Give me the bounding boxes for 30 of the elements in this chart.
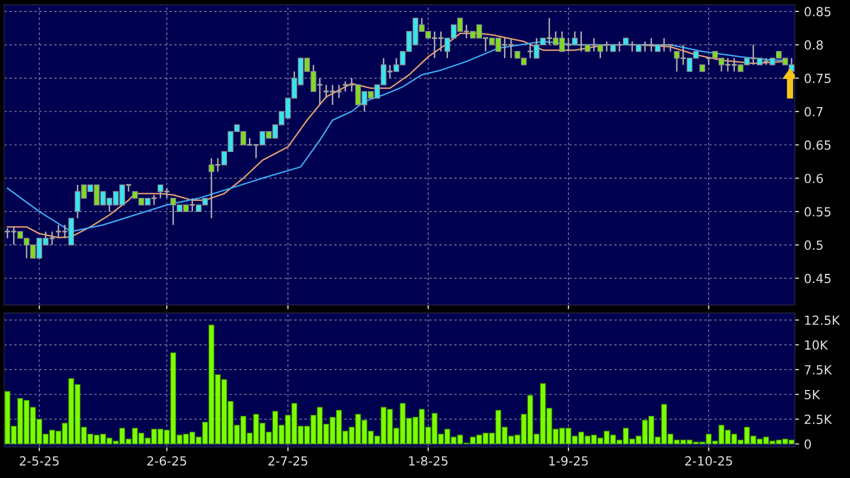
x-tick-label: 2-10-25 — [685, 456, 732, 466]
x-tick-label: 1-8-25 — [409, 456, 448, 466]
candlestick — [158, 184, 164, 199]
candlestick — [674, 50, 680, 72]
y-tick-label: 0.6 — [804, 174, 823, 184]
y-tick-label: 0.7 — [804, 106, 823, 116]
y-tick-label: 0.5 — [804, 240, 823, 250]
y-tick-label: 0.85 — [804, 6, 831, 16]
y-tick-label: 0.75 — [804, 74, 831, 84]
y-tick-label: 2.5K — [804, 414, 832, 424]
candlestick — [208, 158, 214, 219]
y-tick-label: 0.65 — [804, 140, 831, 150]
y-tick-label: 0.8 — [804, 40, 823, 50]
y-tick-label: 0 — [804, 439, 811, 449]
candlestick — [526, 44, 534, 59]
x-tick-label: 2-7-25 — [268, 456, 308, 466]
y-tick-label: 7.5K — [804, 365, 832, 375]
y-tick-label: 0.45 — [804, 274, 831, 284]
candlestick — [386, 64, 394, 79]
y-tick-label: 5K — [804, 390, 820, 400]
candlestick — [572, 30, 578, 46]
y-tick-label: 12.5K — [805, 316, 840, 325]
y-tick-label: 10K — [805, 340, 828, 350]
x-tick-label: 1-9-25 — [549, 456, 588, 466]
x-tick-label: 2-6-25 — [147, 456, 186, 466]
candlestick — [463, 24, 470, 39]
y-tick-label: 0.55 — [804, 207, 831, 216]
candlestick — [598, 44, 604, 59]
candlestick — [163, 188, 170, 199]
x-tick-label: 2-5-25 — [20, 456, 59, 466]
